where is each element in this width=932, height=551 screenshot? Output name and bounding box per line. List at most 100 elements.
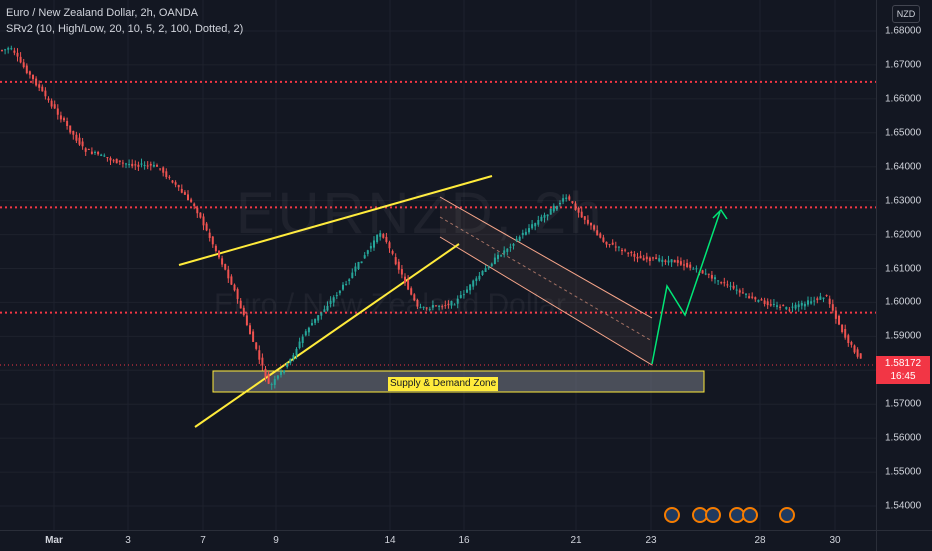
candle-body	[400, 269, 403, 275]
candle-body	[47, 98, 50, 101]
candle-body	[469, 284, 472, 291]
candle-body	[503, 250, 506, 254]
candle-body	[363, 255, 366, 259]
candle-body	[183, 192, 186, 195]
candle-body	[652, 257, 654, 259]
candle-body	[813, 300, 816, 302]
candle-body	[56, 108, 59, 115]
candle-body	[404, 276, 406, 283]
candle-body	[162, 167, 165, 173]
currency-button[interactable]: NZD	[892, 5, 920, 23]
current-price-tag: 1.58172 16:45	[876, 356, 930, 384]
candle-body	[766, 301, 769, 306]
candle-body	[180, 188, 183, 193]
candle-body	[90, 151, 93, 154]
candle-body	[121, 162, 124, 164]
candle-body	[760, 299, 763, 301]
candle-body	[255, 342, 258, 349]
candle-body	[245, 315, 248, 326]
time-tick-label: 16	[458, 535, 470, 546]
candle-body	[521, 232, 524, 236]
candle-body	[338, 290, 341, 294]
candle-body	[816, 298, 819, 301]
candle-body	[379, 233, 382, 237]
candle-body	[22, 62, 25, 68]
wedge-lower-trendline[interactable]	[194, 243, 460, 428]
channel-mid-line[interactable]	[439, 216, 653, 342]
event-icon	[692, 507, 708, 523]
candle-body	[577, 207, 580, 213]
indicator-legend[interactable]: SRv2 (10, High/Low, 20, 10, 5, 2, 100, D…	[6, 23, 244, 35]
candle-body	[239, 300, 242, 309]
candle-body	[822, 297, 825, 299]
candle-body	[292, 355, 295, 359]
candle-body	[441, 306, 444, 308]
candle-body	[552, 205, 555, 212]
candle-body	[803, 303, 806, 307]
candle-body	[369, 246, 372, 249]
candle-body	[199, 212, 202, 218]
candle-body	[301, 336, 304, 344]
candle-body	[810, 301, 813, 304]
candle-body	[478, 275, 481, 280]
candle-body	[444, 305, 447, 307]
candle-body	[593, 225, 596, 230]
price-chart[interactable]	[0, 0, 876, 530]
candle-body	[357, 261, 360, 270]
candle-body	[614, 246, 617, 248]
zone-label[interactable]: Supply & Demand Zone	[388, 377, 499, 391]
descending-channel[interactable]	[440, 197, 652, 365]
symbol-title[interactable]: Euro / New Zealand Dollar, 2h, OANDA	[6, 7, 198, 19]
candle-body	[345, 284, 348, 286]
candle-body	[509, 246, 512, 248]
candle-body	[599, 233, 602, 238]
candle-body	[425, 307, 428, 309]
forecast-path[interactable]	[651, 211, 721, 365]
candle-body	[586, 219, 589, 224]
candle-body	[456, 298, 459, 304]
price-tick-label: 1.63000	[885, 195, 922, 207]
candle-body	[642, 258, 645, 261]
candle-body	[143, 165, 146, 167]
candle-body	[661, 259, 664, 262]
candle-body	[850, 342, 853, 345]
price-axis[interactable]: 1.68000 1.67000 1.66000 1.65000 1.64000 1.630…	[876, 0, 932, 530]
candle-body	[825, 295, 828, 297]
time-axis[interactable]: Mar 3 7 9 14 16 21 23 28 30	[0, 530, 876, 551]
candle-body	[59, 115, 62, 120]
candle-body	[196, 207, 199, 214]
candle-body	[676, 260, 679, 263]
candle-body	[590, 222, 592, 226]
candle-body	[50, 100, 53, 107]
candle-body	[754, 297, 757, 300]
candle-body	[673, 260, 676, 263]
candle-body	[351, 272, 354, 279]
channel-lower-line[interactable]	[439, 236, 653, 366]
candle-body	[565, 197, 568, 199]
candle-body	[828, 298, 831, 305]
candle-body	[94, 151, 96, 153]
candle-body	[32, 74, 34, 80]
wedge-upper-trendline[interactable]	[178, 175, 493, 266]
candle-body	[72, 131, 75, 135]
candle-body	[621, 249, 623, 252]
candle-body	[574, 203, 577, 210]
candle-body	[286, 363, 289, 368]
candle-body	[723, 282, 726, 284]
price-tick-label: 1.61000	[885, 263, 922, 274]
price-tick-label: 1.66000	[885, 93, 922, 105]
candle-body	[738, 290, 741, 293]
candle-body	[732, 285, 735, 289]
candle-body	[193, 203, 196, 207]
channel-upper-line[interactable]	[439, 196, 653, 319]
event-icons[interactable]	[664, 507, 795, 523]
candle-body	[335, 294, 338, 297]
candle-body	[686, 262, 689, 267]
candle-body	[211, 236, 214, 245]
candle-body	[208, 232, 211, 238]
candle-body	[112, 160, 115, 162]
candle-body	[10, 48, 13, 50]
time-tick-label: 3	[125, 535, 131, 546]
candle-body	[788, 309, 791, 311]
candle-body	[704, 273, 707, 275]
